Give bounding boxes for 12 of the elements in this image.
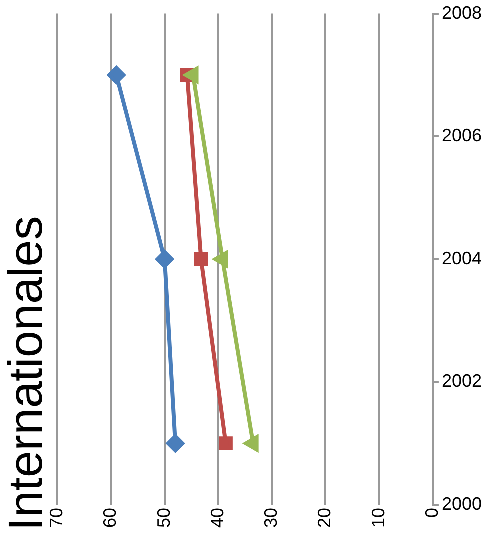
y-tick-label: 2002 <box>442 371 482 392</box>
y-tick-label: 2006 <box>442 126 482 146</box>
y-tick-label: 2004 <box>442 248 482 268</box>
x-tick-label: 10 <box>368 508 388 528</box>
y-tick-label: 2000 <box>442 494 482 514</box>
y-tick-label: 2008 <box>442 2 482 23</box>
x-tick-label: 60 <box>100 508 120 528</box>
x-tick-label: 40 <box>207 508 228 528</box>
x-tick-label: 20 <box>314 508 335 528</box>
x-tick-label: 0 <box>422 508 442 518</box>
x-tick-label: 50 <box>154 508 174 528</box>
x-tick-label: 30 <box>261 508 282 528</box>
